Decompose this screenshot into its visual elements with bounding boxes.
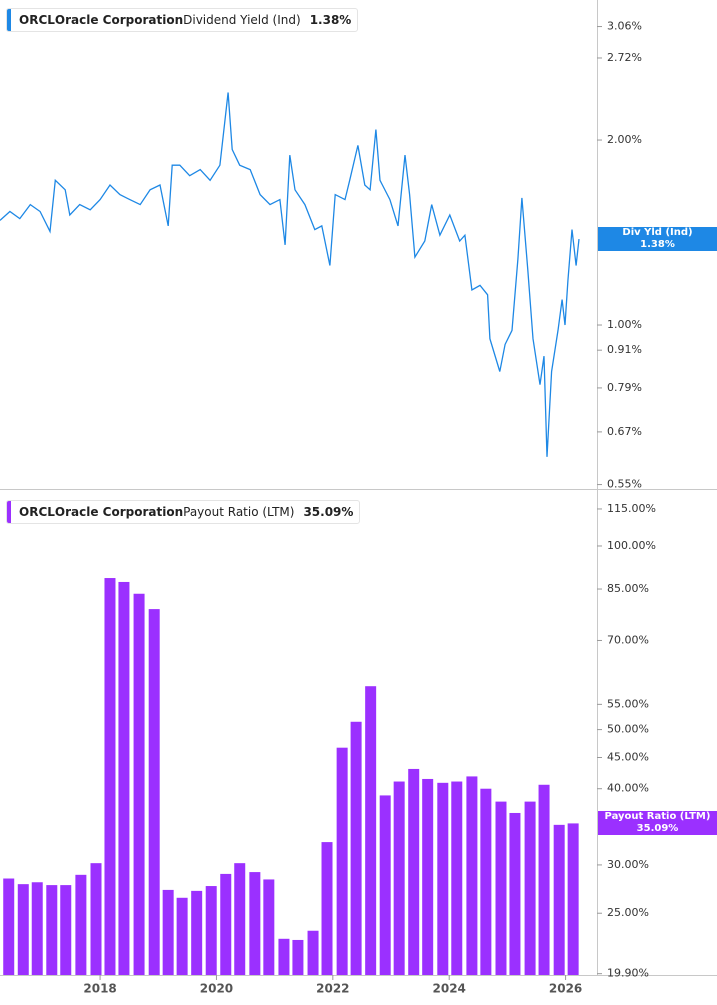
bar [553,824,565,975]
bar [118,581,130,975]
x-tick-label: 2024 [433,982,466,996]
y-tick-label: 2.72% [607,51,642,64]
bar [524,801,536,975]
ticker: ORCL [19,13,55,27]
y-tick-label: 30.00% [607,858,649,871]
bar [205,886,217,975]
y-tick-label: 55.00% [607,697,649,710]
y-tick-label: 70.00% [607,633,649,646]
bar [75,874,87,975]
y-tick-label: 85.00% [607,582,649,595]
y-tick-label: 19.90% [607,967,649,980]
y-tick-label: 40.00% [607,782,649,795]
bar [451,781,463,975]
y-tick-label: 0.79% [607,381,642,394]
tag-value: 1.38% [640,239,675,251]
bar [133,593,145,975]
bar [263,879,275,975]
bar [292,939,304,975]
legend-swatch [7,9,11,31]
bar [509,812,521,975]
legend-swatch [7,501,11,523]
x-tick-label: 2020 [200,982,233,996]
y-tick-label: 45.00% [607,751,649,764]
bar [17,884,29,975]
y-tick-label: 0.55% [607,478,642,491]
bar [350,721,362,975]
y-tick-label: 0.67% [607,425,642,438]
bar [220,873,232,975]
bar [104,578,116,975]
bar [408,768,420,975]
bar [393,781,405,975]
y-tick-label: 100.00% [607,539,656,552]
bar [278,938,290,975]
legend: ORCL Oracle Corporation Dividend Yield (In… [6,8,359,32]
series-name: Payout Ratio (LTM) [183,505,295,519]
bar [90,863,102,975]
yield-line [0,92,580,457]
bar [336,747,348,975]
bar [60,885,72,975]
current-value: 35.09% [303,505,354,519]
ticker: ORCL [19,505,55,519]
tag-value: 35.09% [636,823,679,835]
company: Oracle Corporation [54,505,184,519]
bar [191,890,203,975]
y-tick-label: 0.91% [607,343,642,356]
bar [365,686,377,975]
bar [148,609,160,975]
tag-name: Div Yld (Ind) [622,227,693,239]
bar [162,889,174,975]
legend: ORCL Oracle Corporation Payout Ratio (LTM)… [6,500,361,524]
value-tag: Payout Ratio (LTM) 35.09% [598,811,717,836]
bar [422,778,434,975]
y-tick-label: 25.00% [607,906,649,919]
y-tick-label: 3.06% [607,20,642,33]
bar [321,842,333,975]
bar [437,782,449,975]
bar [176,897,188,975]
company: Oracle Corporation [54,13,184,27]
bar [495,801,507,975]
bar [249,872,261,975]
bar [480,788,492,975]
bar [307,930,319,975]
x-tick-label: 2022 [316,982,349,996]
bar [46,885,58,975]
series-name: Dividend Yield (Ind) [183,13,301,27]
y-tick-label: 50.00% [607,723,649,736]
bar [379,795,391,975]
bar [31,882,43,975]
y-tick-label: 1.00% [607,318,642,331]
bar [3,878,15,975]
bar [538,784,550,975]
bar [567,823,579,975]
bar [234,863,246,975]
bar [466,776,478,975]
value-tag: Div Yld (Ind) 1.38% [598,227,717,252]
y-tick-label: 115.00% [607,502,656,515]
x-tick-label: 2018 [83,982,116,996]
y-tick-label: 2.00% [607,133,642,146]
current-value: 1.38% [309,13,352,27]
x-tick-label: 2026 [549,982,582,996]
tag-name: Payout Ratio (LTM) [604,811,711,823]
